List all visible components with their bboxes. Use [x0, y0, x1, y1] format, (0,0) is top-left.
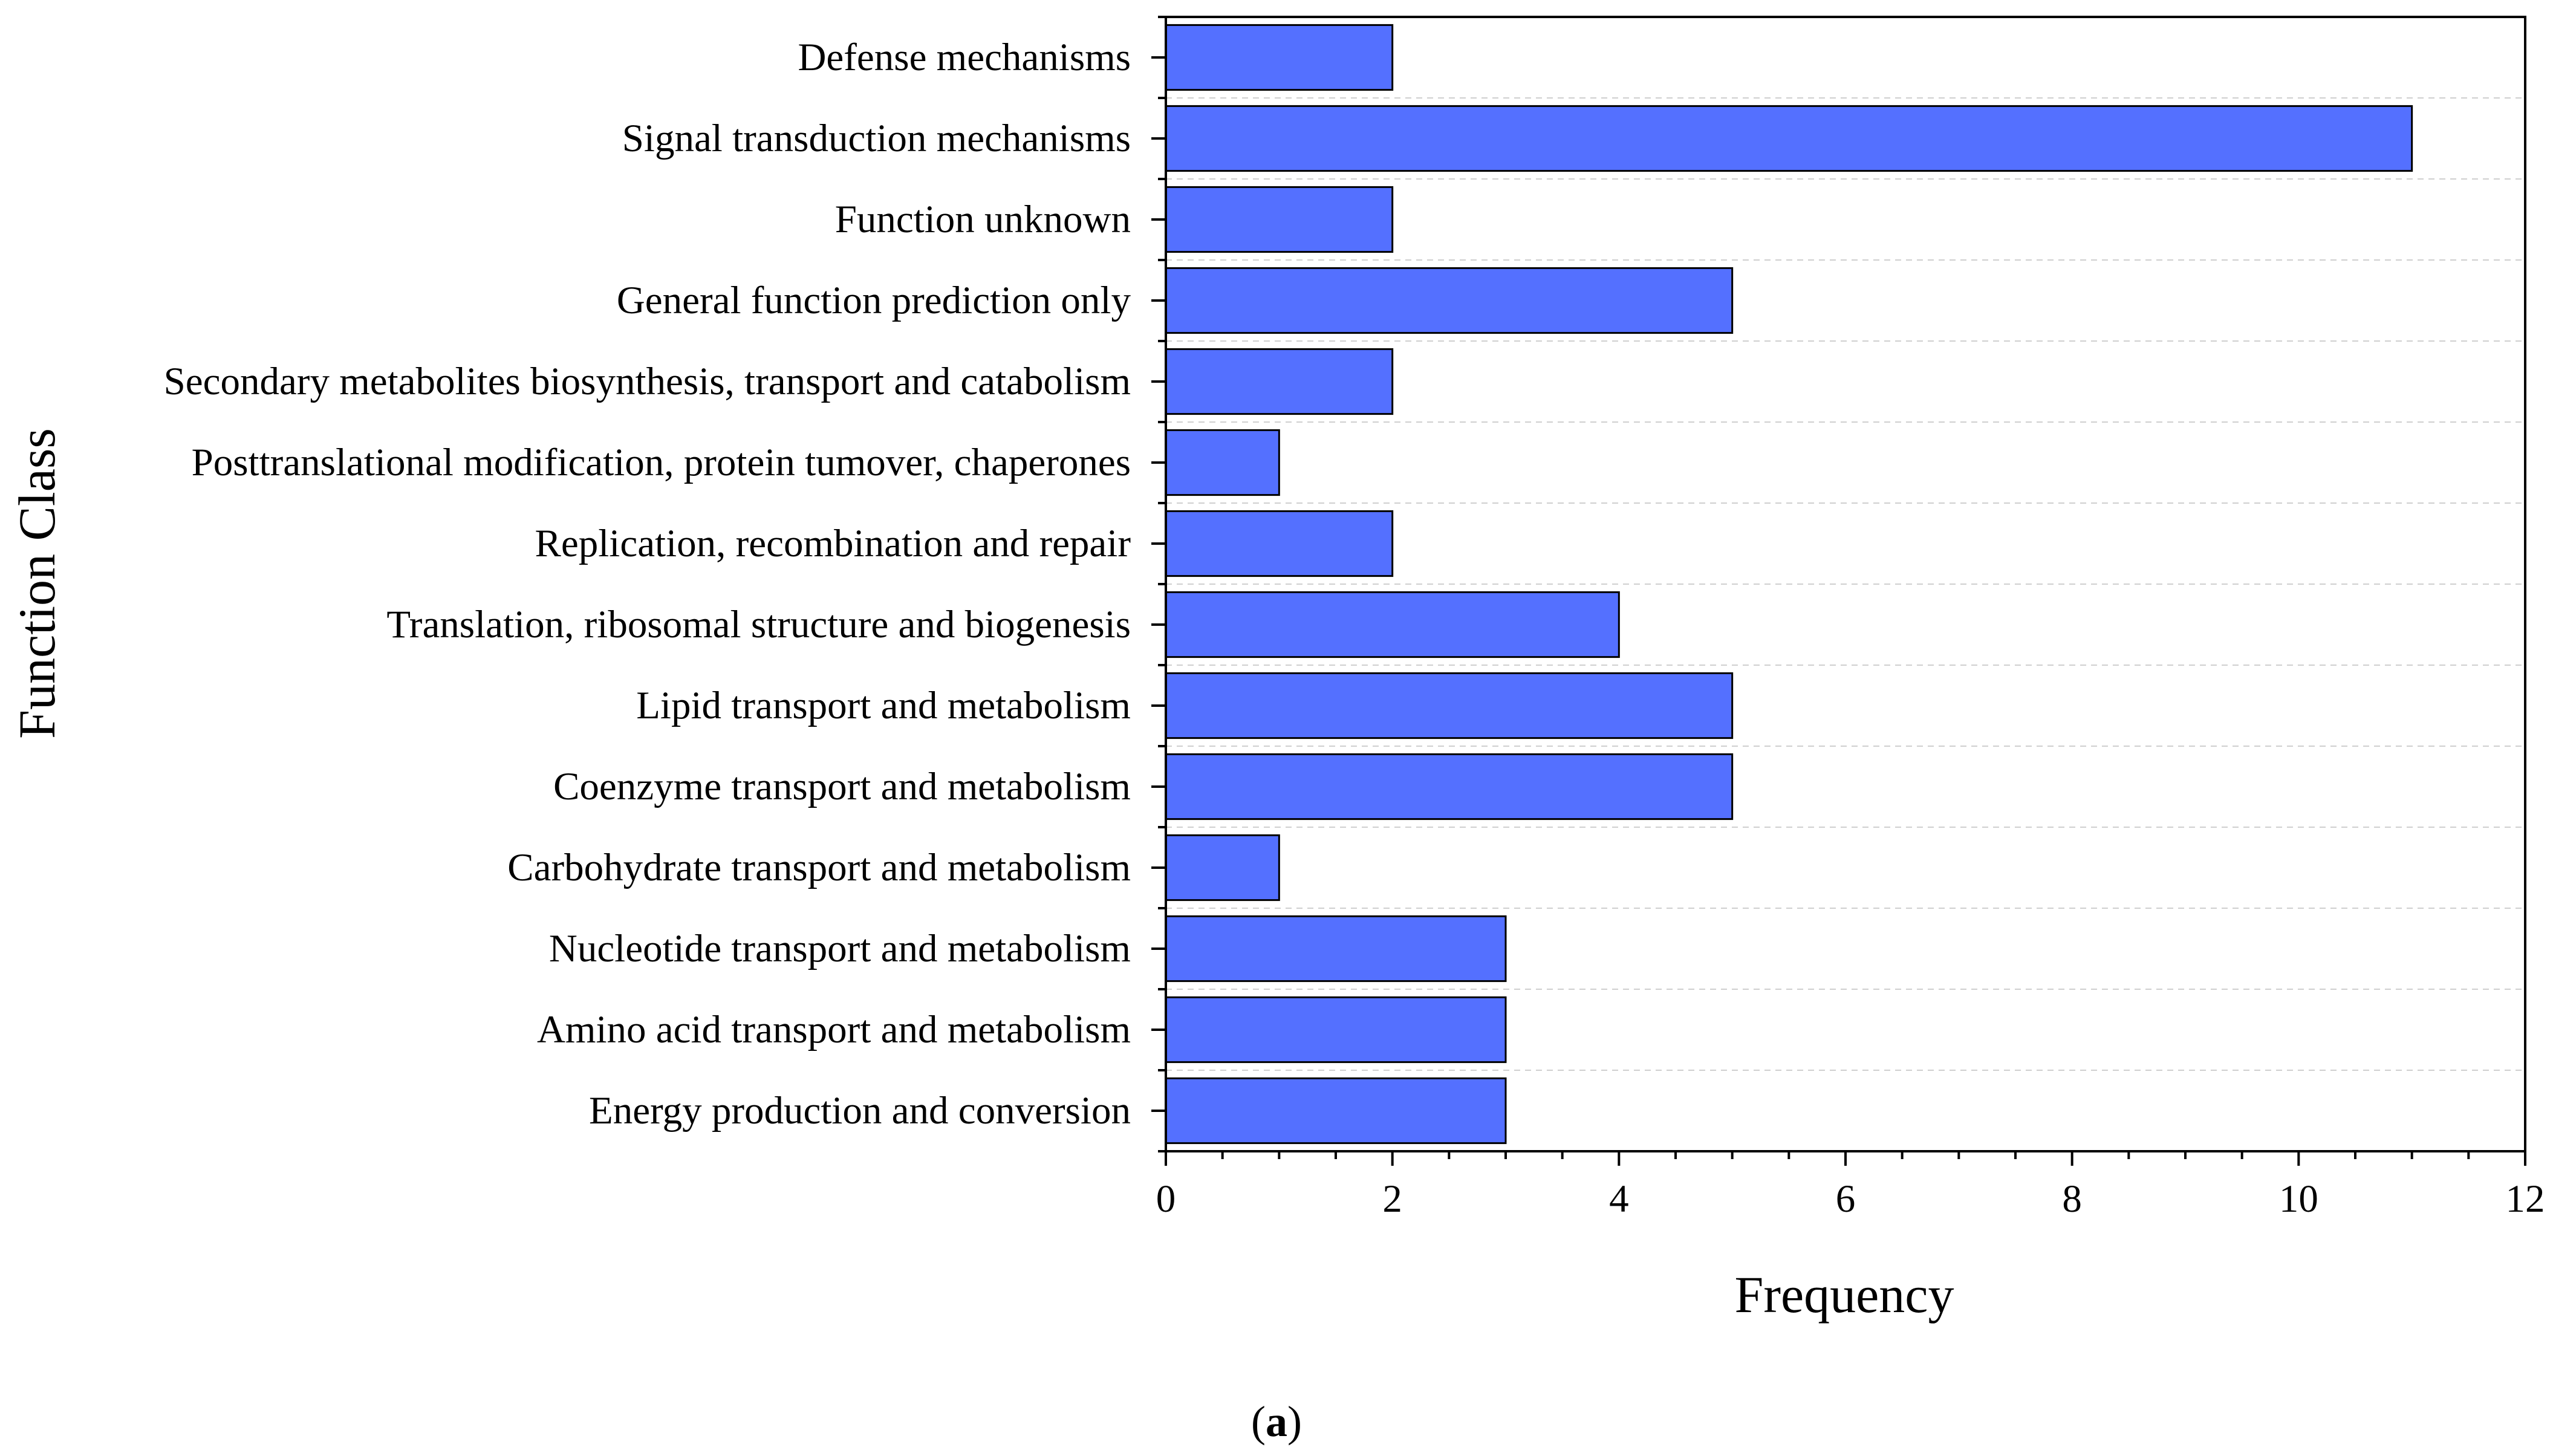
bar — [1165, 348, 1394, 415]
category-label: Secondary metabolites biosynthesis, tran… — [164, 360, 1131, 403]
caption-paren-close: ) — [1287, 1397, 1302, 1446]
x-axis-title: Frequency — [1735, 1266, 1954, 1324]
x-tick-label: 10 — [2279, 1177, 2318, 1221]
x-tick-label: 12 — [2506, 1177, 2545, 1221]
y-axis-title: Function Class — [8, 428, 66, 739]
axis-ticks — [1151, 16, 2526, 1166]
bar — [1165, 591, 1620, 658]
category-label: Energy production and conversion — [589, 1089, 1131, 1133]
x-tick-label: 2 — [1382, 1177, 1402, 1221]
gridlines — [1166, 97, 2525, 1071]
bar — [1165, 105, 2413, 172]
bar — [1165, 510, 1394, 577]
x-tick-label: 6 — [1836, 1177, 1856, 1221]
bars — [1165, 24, 2413, 1145]
x-tick-label: 4 — [1609, 1177, 1629, 1221]
bar — [1165, 996, 1507, 1064]
caption-letter: a — [1266, 1397, 1287, 1446]
bar — [1165, 267, 1734, 334]
bar — [1165, 753, 1734, 821]
category-label: Nucleotide transport and metabolism — [549, 927, 1131, 970]
x-tick-label: 0 — [1156, 1177, 1176, 1221]
category-label: General function prediction only — [617, 279, 1131, 322]
caption-paren-open: ( — [1251, 1397, 1266, 1446]
bar — [1165, 186, 1394, 253]
category-label: Replication, recombination and repair — [535, 522, 1131, 565]
bar — [1165, 672, 1734, 739]
category-labels: Defense mechanisms Signal transduction me… — [164, 36, 1131, 1133]
x-tick-labels: 0 2 4 6 8 10 12 — [1156, 1177, 2545, 1221]
category-label: Posttranslational modification, protein … — [192, 441, 1131, 484]
bar — [1165, 429, 1280, 496]
category-label: Carbohydrate transport and metabolism — [507, 846, 1131, 889]
category-label: Function unknown — [835, 198, 1131, 241]
bar — [1165, 834, 1280, 902]
x-tick-label: 8 — [2062, 1177, 2082, 1221]
category-label: Signal transduction mechanisms — [622, 117, 1131, 160]
bar — [1165, 1077, 1507, 1145]
bar — [1165, 24, 1394, 91]
category-label: Defense mechanisms — [798, 36, 1131, 79]
bar — [1165, 915, 1507, 983]
category-label: Coenzyme transport and metabolism — [553, 765, 1131, 808]
category-label: Amino acid transport and metabolism — [537, 1008, 1131, 1051]
figure-caption: (a) — [1251, 1397, 1302, 1446]
category-label: Lipid transport and metabolism — [636, 684, 1131, 727]
category-label: Translation, ribosomal structure and bio… — [386, 603, 1131, 646]
